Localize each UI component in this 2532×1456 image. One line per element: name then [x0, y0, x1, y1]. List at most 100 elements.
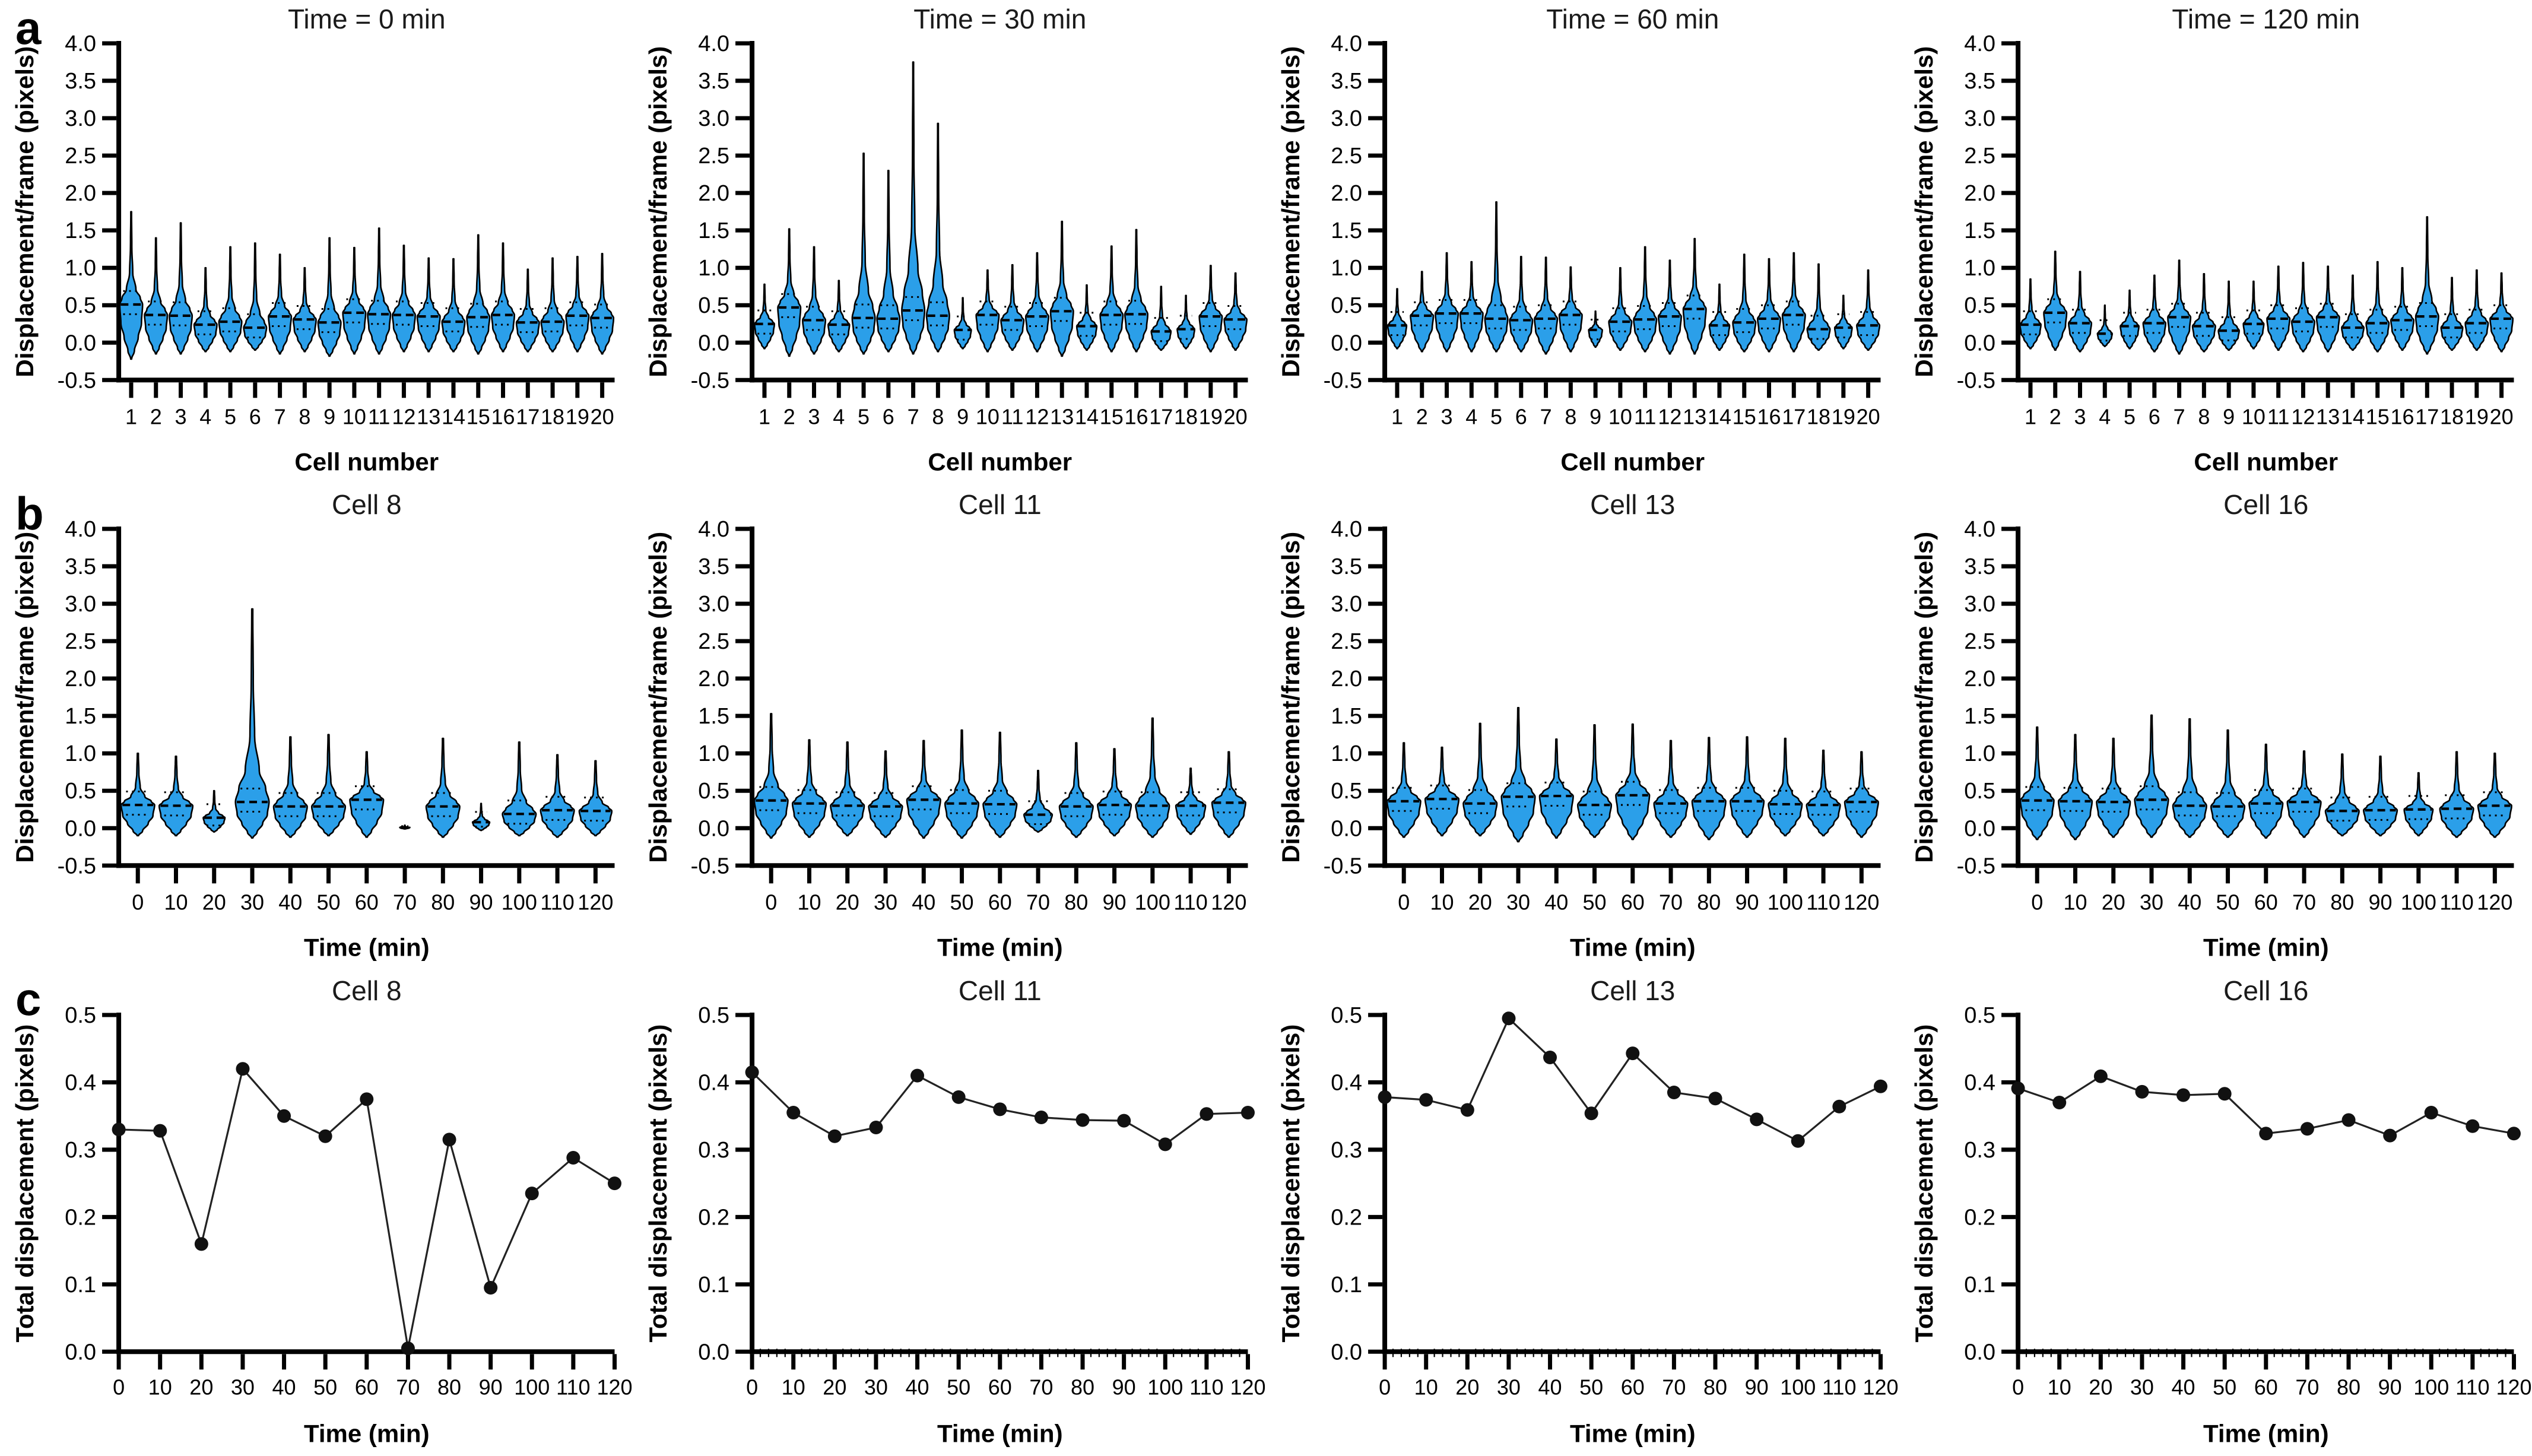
x-tick-label: 10: [342, 404, 366, 429]
panel-a2: Time = 30 min 4.0 3.5 3.0 2.5 2.0 1.5 1.0 0.5 0.0…: [633, 0, 1267, 486]
y-tick-label: 3.0: [1331, 592, 1362, 617]
x-tick-label: 10: [1414, 1375, 1438, 1399]
data-point: [1419, 1093, 1433, 1107]
data-point: [1708, 1091, 1722, 1105]
violin-shape: [791, 739, 827, 839]
data-point: [1626, 1046, 1640, 1060]
y-tick-label: 1.5: [1964, 705, 1995, 729]
x-tick-label: 3: [1441, 404, 1453, 429]
x-tick-label: 60: [2254, 1375, 2277, 1399]
y-tick-label: 3.5: [1964, 554, 1995, 579]
violin-shape: [1049, 220, 1074, 357]
y-tick-label: 3.0: [1331, 106, 1362, 131]
y-tick-label: 1.5: [698, 705, 729, 729]
violin-shape: [2362, 756, 2398, 837]
violin-shape: [234, 608, 270, 839]
x-tick-label: 6: [882, 404, 894, 429]
y-axis-title: Displacement/frame (pixels): [644, 46, 672, 378]
x-tick-label: 1: [125, 404, 137, 429]
violin-shape: [2489, 272, 2514, 353]
panel-title: Time = 0 min: [288, 4, 446, 34]
violin-shape: [2340, 274, 2365, 351]
violin-shape: [2439, 751, 2474, 839]
x-tick-label: 30: [2130, 1375, 2153, 1399]
x-tick-label: 120: [578, 890, 613, 915]
violin-shape: [502, 741, 537, 837]
data-point: [1832, 1099, 1846, 1114]
x-tick-label: 10: [975, 404, 999, 429]
x-tick-label: 50: [1583, 890, 1607, 915]
x-tick-label: 20: [2101, 890, 2125, 915]
x-tick-label: 7: [274, 404, 286, 429]
y-tick-label: 3.5: [1964, 69, 1995, 94]
y-tick-label: 0.5: [65, 1003, 96, 1028]
x-axis-title: Time (min): [2203, 1419, 2328, 1447]
x-tick-label: 9: [1589, 404, 1601, 429]
x-tick-label: 80: [1070, 1375, 1094, 1399]
violin-shape: [1576, 724, 1613, 839]
violin-chart-b4: Cell 16 4.0 3.5 3.0 2.5 2.0 1.5 1.0 0.5 0.0 -0.5 Ti…: [1910, 489, 2514, 962]
x-tick-label: 16: [491, 404, 515, 429]
x-tick-label: 12: [1025, 404, 1049, 429]
x-tick-label: 30: [873, 890, 897, 915]
x-tick-label: 18: [541, 404, 564, 429]
y-tick-label: -0.5: [1956, 854, 1995, 879]
panel-a4: Time = 120 min 4.0 3.5 3.0 2.5 2.0 1.5 1.0 0.5 0.…: [1899, 0, 2532, 486]
x-tick-label: 120: [596, 1375, 632, 1399]
x-tick-label: 14: [1708, 404, 1731, 429]
violin-shape: [2166, 259, 2191, 355]
violin-shape: [1424, 747, 1460, 837]
y-tick-label: 4.0: [1331, 31, 1362, 56]
data-point: [2465, 1119, 2479, 1133]
x-tick-label: 100: [1134, 890, 1170, 915]
violin-shape: [2172, 718, 2207, 839]
x-tick-label: 14: [1074, 404, 1098, 429]
panel-b4: Cell 16 4.0 3.5 3.0 2.5 2.0 1.5 1.0 0.5 0.0 -0.5 Ti…: [1899, 486, 2532, 971]
violin-shape: [1657, 259, 1682, 355]
x-tick-label: 1: [1391, 404, 1403, 429]
violin-shape: [2390, 267, 2414, 351]
data-point: [1240, 1105, 1255, 1119]
violin-shape: [590, 252, 615, 355]
data-point: [277, 1109, 291, 1123]
data-point: [2176, 1088, 2190, 1102]
y-tick-label: 3.0: [65, 592, 96, 617]
y-tick-label: 1.5: [698, 218, 729, 243]
x-tick-label: 20: [1455, 1375, 1479, 1399]
violin-shape: [2464, 269, 2489, 351]
violin-shape: [1682, 237, 1707, 355]
violin-shape: [1615, 724, 1651, 840]
x-tick-label: 90: [2378, 1375, 2401, 1399]
violin-shape: [317, 237, 342, 357]
x-tick-label: 110: [540, 890, 574, 915]
data-point: [1199, 1107, 1213, 1121]
y-tick-label: 0.0: [65, 817, 96, 842]
violin-shape: [193, 267, 218, 353]
violin-shape: [1856, 269, 1881, 351]
x-tick-label: 14: [442, 404, 465, 429]
y-tick-label: 0.0: [1331, 1340, 1362, 1365]
x-tick-label: 40: [1538, 1375, 1562, 1399]
violin-shape: [1768, 738, 1803, 837]
x-tick-label: 110: [2455, 1375, 2489, 1399]
data-point: [2300, 1121, 2314, 1135]
line-chart-c3: Cell 13 0.5 0.4 0.3 0.2 0.1 0.0 Time (min) Total…: [1277, 975, 1898, 1447]
y-tick-label: 0.5: [65, 779, 96, 804]
y-tick-label: 3.5: [1331, 69, 1362, 94]
y-tick-label: 3.0: [698, 106, 729, 131]
x-tick-label: 70: [1662, 1375, 1686, 1399]
y-tick-label: 2.0: [1964, 667, 1995, 692]
y-tick-label: 0.0: [1964, 331, 1995, 356]
x-tick-label: 1: [758, 404, 770, 429]
x-tick-label: 0: [113, 1375, 125, 1399]
y-tick-label: 2.5: [65, 144, 96, 169]
x-tick-label: 60: [355, 1375, 379, 1399]
violin-shape: [2067, 271, 2092, 353]
x-tick-label: 90: [2368, 890, 2392, 915]
x-tick-label: 12: [392, 404, 415, 429]
x-tick-label: 110: [1822, 1375, 1856, 1399]
x-axis-title: Cell number: [1560, 448, 1705, 475]
violin-shape: [1653, 740, 1689, 839]
x-tick-label: 100: [1768, 890, 1803, 915]
